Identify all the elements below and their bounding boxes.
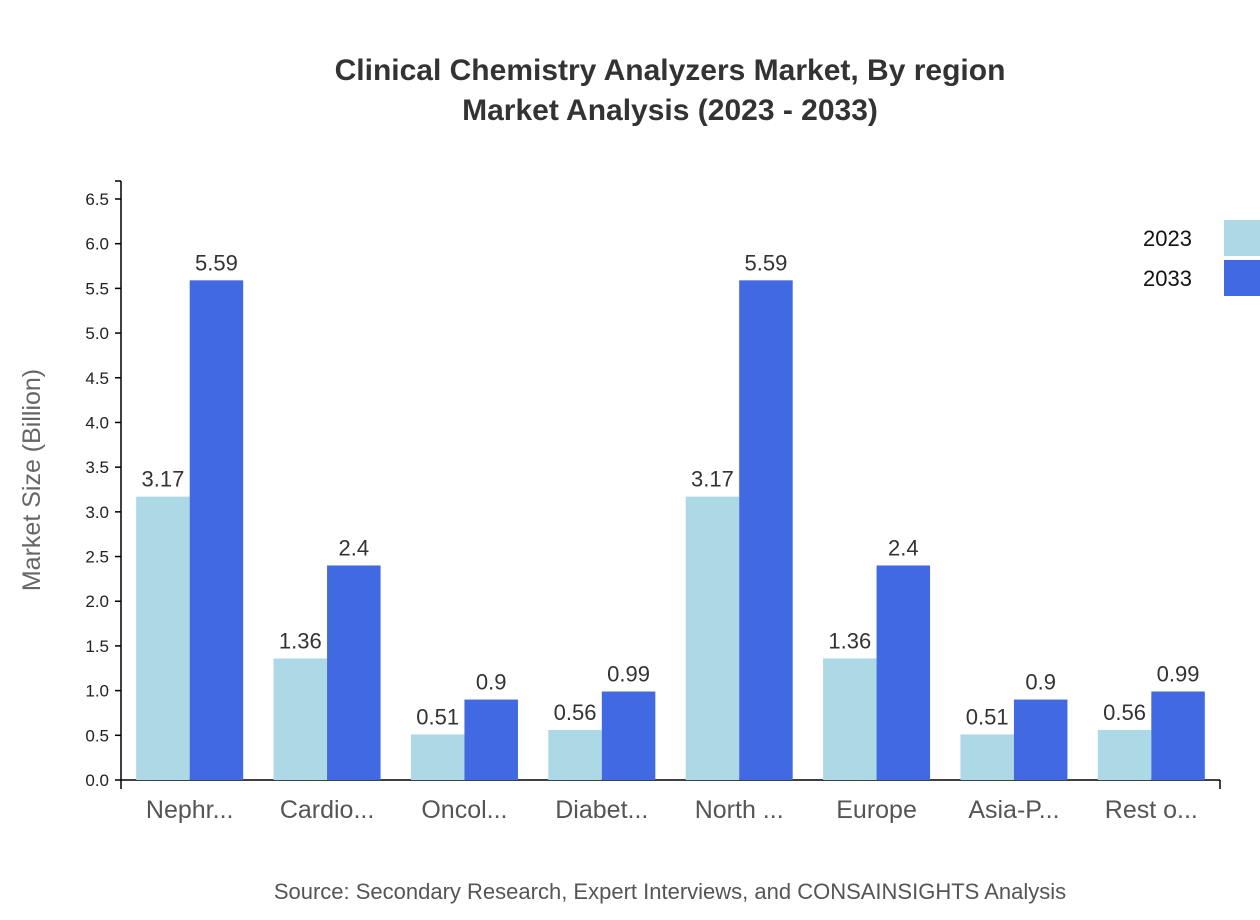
bar-2023 <box>823 658 877 780</box>
bar-2033 <box>1151 691 1205 780</box>
y-tick-label: 0.5 <box>85 726 109 745</box>
y-tick-label: 3.5 <box>85 458 109 477</box>
data-label: 1.36 <box>828 628 871 653</box>
bar-2033 <box>464 699 518 780</box>
legend-label: 2023 <box>1143 226 1192 251</box>
x-tick-label: Asia-P... <box>968 796 1059 824</box>
y-tick-label: 4.0 <box>85 413 109 432</box>
y-tick-label: 0.0 <box>85 771 109 790</box>
y-tick-label: 4.5 <box>85 369 109 388</box>
y-tick-label: 6.5 <box>85 190 109 209</box>
y-tick-label: 6.0 <box>85 235 109 254</box>
data-label: 2.4 <box>339 535 370 560</box>
y-tick-label: 1.0 <box>85 682 109 701</box>
bar-2023 <box>136 496 190 780</box>
bars: 3.17 5.59 1.36 2.4 0.51 0.9 0.56 0.99 3.17 5.59 1.… <box>136 250 1205 780</box>
bar-2033 <box>1013 699 1068 780</box>
data-label: 0.56 <box>1103 700 1146 725</box>
bar-2023 <box>685 496 740 780</box>
data-label: 0.51 <box>416 704 459 729</box>
y-tick-label: 3.0 <box>85 503 109 522</box>
data-label: 0.9 <box>476 670 507 695</box>
x-tick-label: Oncol... <box>421 796 507 824</box>
legend-swatch-2033 <box>1224 260 1260 296</box>
data-label: 0.51 <box>966 704 1009 729</box>
legend-swatch-2023 <box>1224 220 1260 256</box>
y-tick-label: 2.5 <box>85 548 109 567</box>
x-tick-label: Rest o... <box>1105 796 1198 824</box>
bar-2033 <box>327 565 381 780</box>
x-tick-label: Cardio... <box>280 796 374 824</box>
bar-2033 <box>189 280 244 780</box>
y-tick-label: 5.0 <box>85 324 109 343</box>
x-tick-label: Nephr... <box>146 796 234 824</box>
bar-2023 <box>548 729 602 780</box>
x-tick-label: Diabet... <box>555 796 648 824</box>
bar-2023 <box>1097 729 1152 780</box>
bar-2023 <box>410 734 465 780</box>
chart-subtitle: Market Analysis (2023 - 2033) <box>462 94 878 127</box>
x-tick-label: Europe <box>836 796 917 824</box>
data-label: 5.59 <box>195 250 238 275</box>
y-tick-label: 5.5 <box>85 279 109 298</box>
data-label: 0.99 <box>1157 662 1200 687</box>
data-label: 3.17 <box>691 467 734 492</box>
data-label: 0.99 <box>607 662 650 687</box>
bar-2033 <box>739 280 793 780</box>
data-label: 2.4 <box>888 535 919 560</box>
axes: 0.0 0.5 1.0 1.5 2.0 2.5 3.0 3.5 4.0 4.5 5.0 5.5 6.0 6… <box>85 180 1221 824</box>
data-label: 0.56 <box>554 700 597 725</box>
data-label: 0.9 <box>1025 670 1056 695</box>
legend: 2023 2033 <box>1143 220 1260 296</box>
bar-2033 <box>601 691 656 780</box>
chart-title: Clinical Chemistry Analyzers Market, By … <box>335 54 1006 87</box>
y-tick-label: 1.5 <box>85 637 109 656</box>
bar-2023 <box>273 658 328 780</box>
data-label: 3.17 <box>142 467 185 492</box>
x-tick-label: North ... <box>695 796 784 824</box>
legend-label: 2033 <box>1143 266 1192 291</box>
data-label: 5.59 <box>745 250 788 275</box>
data-label: 1.36 <box>279 628 322 653</box>
source-note: Source: Secondary Research, Expert Inter… <box>274 879 1066 904</box>
bar-2023 <box>960 734 1014 780</box>
y-axis-label: Market Size (Billion) <box>18 369 46 591</box>
bar-2033 <box>876 565 931 780</box>
y-tick-label: 2.0 <box>85 592 109 611</box>
